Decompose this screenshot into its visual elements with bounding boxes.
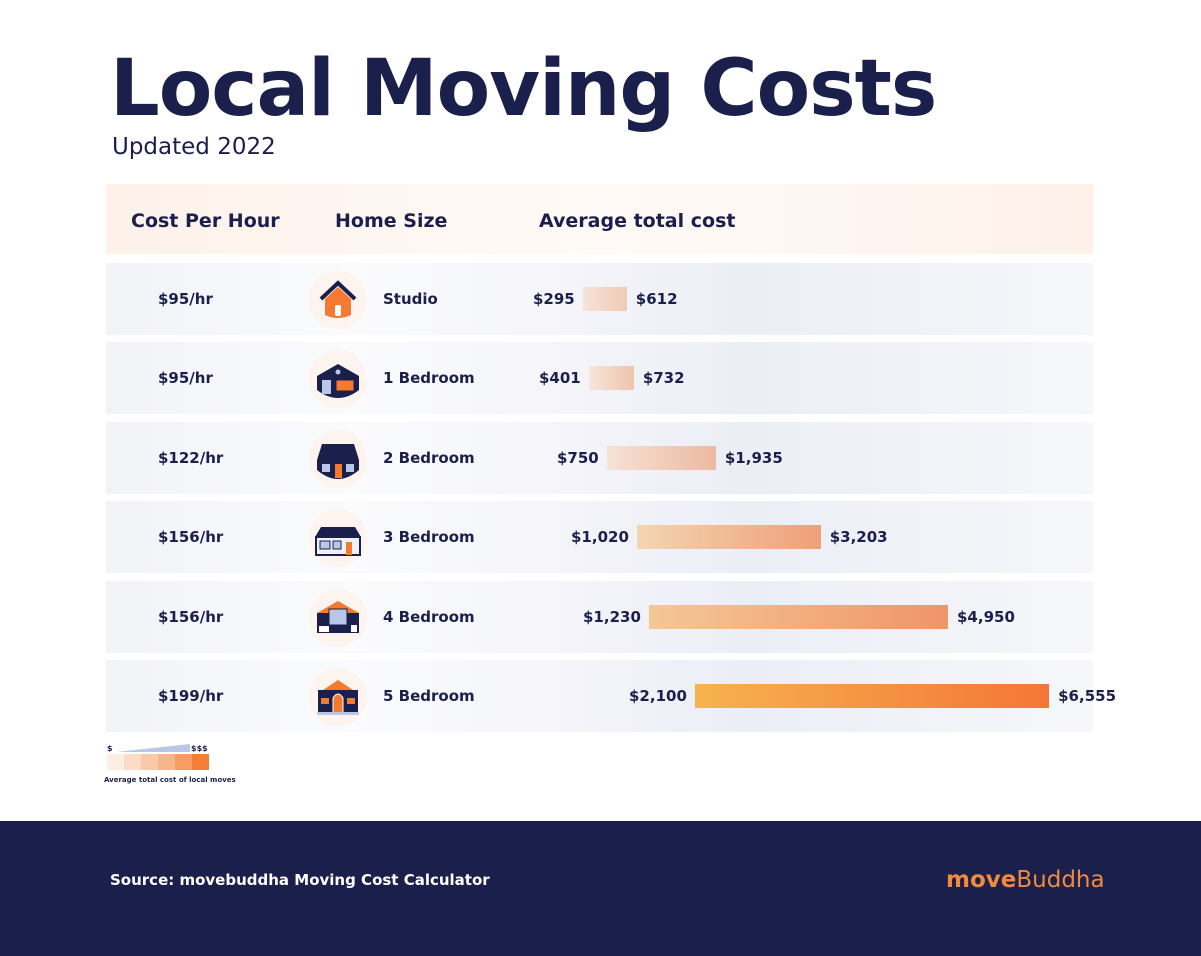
low-cost-label: $2,100 [629,687,687,705]
logo-part: Buddha [1016,867,1105,893]
header-cost: Average total cost [539,210,736,232]
high-cost-label: $732 [642,369,685,387]
legend-swatch [141,754,158,770]
home-size: Studio [383,290,438,308]
cost-per-hour: $122/hr [158,449,224,467]
high-cost-label: $6,555 [1058,687,1117,705]
page-title: Local Moving Costs [110,44,937,134]
movebuddha-logo: moveBuddha [946,867,1105,893]
home-size: 4 Bedroom [383,608,475,626]
low-cost-label: $1,020 [571,528,629,546]
cost-per-hour: $156/hr [158,608,224,626]
high-cost-label: $4,950 [957,608,1015,626]
legend-caption: Average total cost of local moves [104,776,236,784]
legend-swatch [192,754,209,770]
table-header: Cost Per Hour Home Size Average total co… [106,184,1093,254]
cost-range-bar [589,366,634,390]
home-size: 5 Bedroom [383,687,475,705]
page-subtitle: Updated 2022 [112,134,276,160]
cost-per-hour: $95/hr [158,290,213,308]
cost-per-hour: $199/hr [158,687,224,705]
table-row: $95/hr 1 Bedroom $401 $732 [106,342,1093,414]
header-size: Home Size [335,210,448,232]
legend-swatch [107,754,124,770]
garage-house-icon [309,350,367,408]
footer: Source: movebuddha Moving Cost Calculato… [0,821,1201,956]
low-cost-label: $750 [557,449,599,467]
low-cost-label: $295 [533,290,575,308]
legend-wedge [116,744,190,752]
cost-range-bar [583,287,627,311]
table-row: $156/hr 4 Bedroom $1,230 $4,950 [106,581,1093,653]
cost-range-bar [649,605,948,629]
header-rate: Cost Per Hour [131,210,280,232]
table-row: $156/hr 3 Bedroom $1,020 $3,203 [106,501,1093,573]
home-size: 2 Bedroom [383,449,475,467]
legend-swatches [107,754,209,770]
cost-range-bar [637,525,821,549]
low-cost-label: $1,230 [583,608,641,626]
cost-per-hour: $156/hr [158,528,224,546]
high-cost-label: $1,935 [724,449,783,467]
logo-part: move [946,867,1017,893]
low-cost-label: $401 [539,369,581,387]
home-size: 3 Bedroom [383,528,475,546]
house-icon [309,271,367,329]
legend-swatch [175,754,192,770]
cost-range-bar [607,446,716,470]
cost-per-hour: $95/hr [158,369,213,387]
table-row: $122/hr 2 Bedroom $750 $1,935 [106,422,1093,494]
large-house-icon [309,589,367,647]
table-row: $95/hr Studio $295 $612 [106,263,1093,335]
legend-swatch [158,754,175,770]
source-text: Source: movebuddha Moving Cost Calculato… [110,871,490,889]
cottage-icon [309,430,367,488]
high-cost-label: $3,203 [829,528,888,546]
mansion-icon [309,668,367,726]
cost-range-bar [695,684,1050,708]
legend-low: $ [107,744,113,753]
home-size: 1 Bedroom [383,369,475,387]
high-cost-label: $612 [635,290,678,308]
table-row: $199/hr 5 Bedroom $2,100 $6,555 [106,660,1116,732]
legend-swatch [124,754,141,770]
ranch-house-icon [309,509,367,567]
legend-high: $$$ [191,744,208,753]
